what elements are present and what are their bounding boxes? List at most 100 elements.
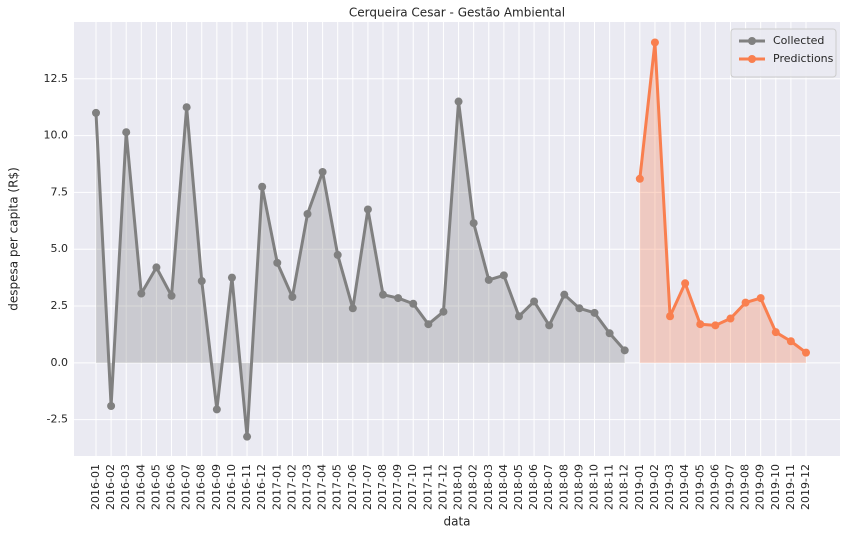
point bbox=[318, 167, 327, 176]
point bbox=[348, 304, 357, 313]
x-tick-label: 2018-01 bbox=[452, 464, 465, 510]
point bbox=[530, 297, 539, 306]
point bbox=[771, 328, 780, 337]
x-tick-label: 2018-03 bbox=[482, 464, 495, 510]
point bbox=[273, 258, 282, 267]
y-tick-label: 5.0 bbox=[51, 242, 69, 255]
x-tick-label: 2016-05 bbox=[149, 464, 162, 510]
x-tick-label: 2018-12 bbox=[618, 464, 631, 510]
x-tick-label: 2017-04 bbox=[316, 464, 329, 510]
x-tick-label: 2017-03 bbox=[300, 464, 313, 510]
point bbox=[726, 314, 735, 323]
x-tick-label: 2019-12 bbox=[799, 464, 812, 510]
point bbox=[288, 292, 297, 301]
y-tick-label: 0.0 bbox=[51, 356, 69, 369]
legend-marker bbox=[748, 37, 756, 45]
x-tick-label: 2019-05 bbox=[693, 464, 706, 510]
point bbox=[696, 320, 705, 329]
x-tick-label: 2018-09 bbox=[572, 464, 585, 510]
point bbox=[197, 277, 206, 286]
x-tick-label: 2017-11 bbox=[421, 464, 434, 510]
x-tick-label: 2017-07 bbox=[361, 464, 374, 510]
x-tick-label: 2019-09 bbox=[754, 464, 767, 510]
x-tick-label: 2019-03 bbox=[663, 464, 676, 510]
x-tick-label: 2016-11 bbox=[240, 464, 253, 510]
x-tick-label: 2018-11 bbox=[603, 464, 616, 510]
x-tick-label: 2016-08 bbox=[195, 464, 208, 510]
point bbox=[92, 108, 100, 117]
x-tick-label: 2017-09 bbox=[391, 464, 404, 510]
point bbox=[227, 273, 236, 282]
y-axis-label: despesa per capita (R$) bbox=[7, 167, 21, 311]
x-tick-label: 2016-03 bbox=[119, 464, 132, 510]
point bbox=[333, 250, 342, 259]
point bbox=[363, 205, 372, 214]
x-tick-label: 2017-02 bbox=[285, 464, 298, 510]
x-axis-label: data bbox=[443, 515, 470, 529]
point bbox=[514, 312, 523, 321]
x-tick-label: 2017-12 bbox=[436, 464, 449, 510]
x-tick-label: 2019-01 bbox=[633, 464, 646, 510]
x-tick-label: 2019-02 bbox=[648, 464, 661, 510]
legend-label: Predictions bbox=[773, 52, 834, 65]
point bbox=[711, 321, 720, 330]
point bbox=[756, 294, 765, 303]
point bbox=[303, 210, 312, 219]
x-tick-label: 2017-10 bbox=[406, 464, 419, 510]
x-tick-label: 2019-06 bbox=[708, 464, 721, 510]
point bbox=[499, 271, 508, 280]
chart-title: Cerqueira Cesar - Gestão Ambiental bbox=[349, 6, 565, 20]
point bbox=[545, 321, 554, 330]
line bbox=[94, 100, 626, 439]
x-tick-label: 2017-08 bbox=[376, 464, 389, 510]
y-tick-label: 10.0 bbox=[44, 129, 69, 142]
point bbox=[122, 128, 131, 137]
point bbox=[560, 290, 569, 299]
x-tick-label: 2018-08 bbox=[557, 464, 570, 510]
x-tick-label: 2016-02 bbox=[104, 464, 117, 510]
area bbox=[96, 101, 625, 437]
y-tick-label: 7.5 bbox=[51, 185, 69, 198]
x-tick-label: 2017-06 bbox=[346, 464, 359, 510]
point bbox=[802, 348, 810, 357]
point bbox=[575, 304, 584, 313]
point bbox=[258, 182, 267, 191]
x-tick-label: 2017-05 bbox=[331, 464, 344, 510]
point bbox=[243, 432, 252, 441]
x-tick-label: 2019-04 bbox=[678, 464, 691, 510]
point bbox=[394, 294, 403, 303]
point bbox=[620, 346, 629, 355]
x-tick-label: 2018-04 bbox=[497, 464, 510, 510]
point bbox=[741, 298, 750, 307]
point bbox=[469, 219, 478, 228]
point bbox=[424, 320, 433, 329]
point bbox=[167, 291, 176, 300]
x-tick-label: 2019-11 bbox=[784, 464, 797, 510]
point bbox=[379, 290, 388, 299]
x-tick-label: 2016-04 bbox=[134, 464, 147, 510]
y-tick-label: 2.5 bbox=[51, 299, 69, 312]
point bbox=[212, 405, 221, 414]
point bbox=[635, 174, 644, 183]
point bbox=[182, 103, 191, 112]
x-tick-label: 2016-10 bbox=[225, 464, 238, 510]
x-tick-label: 2018-02 bbox=[467, 464, 480, 510]
point bbox=[409, 299, 418, 308]
point bbox=[666, 312, 675, 321]
x-tick-label: 2018-10 bbox=[588, 464, 601, 510]
point bbox=[152, 263, 161, 272]
x-tick-label: 2019-08 bbox=[739, 464, 752, 510]
point bbox=[605, 329, 614, 338]
legend-label: Collected bbox=[773, 34, 824, 47]
y-tick-label: -2.5 bbox=[47, 413, 68, 426]
x-tick-label: 2018-07 bbox=[542, 464, 555, 510]
x-tick-label: 2016-12 bbox=[255, 464, 268, 510]
point bbox=[439, 307, 448, 316]
x-tick-label: 2016-09 bbox=[210, 464, 223, 510]
x-tick-label: 2016-07 bbox=[180, 464, 193, 510]
point bbox=[107, 402, 116, 411]
point bbox=[454, 97, 463, 106]
x-tick-label: 2016-01 bbox=[89, 464, 102, 510]
point bbox=[484, 275, 493, 284]
